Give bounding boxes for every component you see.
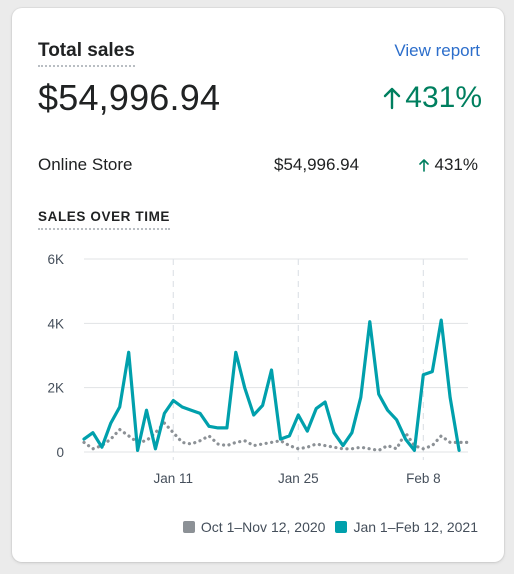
legend-label-previous: Oct 1–Nov 12, 2020 bbox=[200, 519, 326, 535]
breakdown-change-percent: 431% bbox=[434, 155, 478, 174]
view-report-link[interactable]: View report bbox=[394, 41, 480, 60]
sales-over-time-heading[interactable]: SALES OVER TIME bbox=[38, 209, 171, 230]
total-sales-value: $54,996.94 bbox=[38, 77, 221, 118]
x-tick-label: Feb 8 bbox=[406, 471, 441, 486]
total-change-percent: 431% bbox=[405, 81, 482, 114]
series-line-current bbox=[82, 318, 461, 452]
legend-item-previous[interactable]: Oct 1–Nov 12, 2020 bbox=[182, 519, 326, 535]
legend-item-current[interactable]: Jan 1–Feb 12, 2021 bbox=[335, 519, 478, 535]
sales-over-time-chart: 0 2K 4K 6K Jan 11 Jan 25 Feb 8 bbox=[47, 252, 470, 486]
arrow-up-icon bbox=[384, 87, 401, 110]
arrow-up-icon bbox=[418, 159, 429, 172]
total-sales-card: Total sales View report $54,996.94 431% … bbox=[12, 8, 504, 562]
legend-swatch-previous bbox=[182, 521, 195, 533]
y-tick-label: 6K bbox=[47, 252, 64, 267]
y-tick-label: 2K bbox=[47, 381, 64, 396]
breakdown-value: $54,996.94 bbox=[274, 155, 360, 174]
y-tick-label: 0 bbox=[56, 445, 64, 460]
y-tick-label: 4K bbox=[47, 316, 64, 331]
card-title[interactable]: Total sales bbox=[38, 40, 135, 67]
x-tick-label: Jan 25 bbox=[278, 471, 319, 486]
chart-legend: Oct 1–Nov 12, 2020 Jan 1–Feb 12, 2021 bbox=[182, 519, 478, 535]
total-change-indicator: 431% bbox=[383, 80, 482, 116]
x-tick-label: Jan 11 bbox=[154, 471, 194, 486]
legend-swatch-current bbox=[335, 521, 348, 533]
breakdown-label: Online Store bbox=[38, 155, 133, 174]
legend-label-current: Jan 1–Feb 12, 2021 bbox=[353, 519, 478, 535]
breakdown-change: 431% bbox=[418, 155, 478, 175]
